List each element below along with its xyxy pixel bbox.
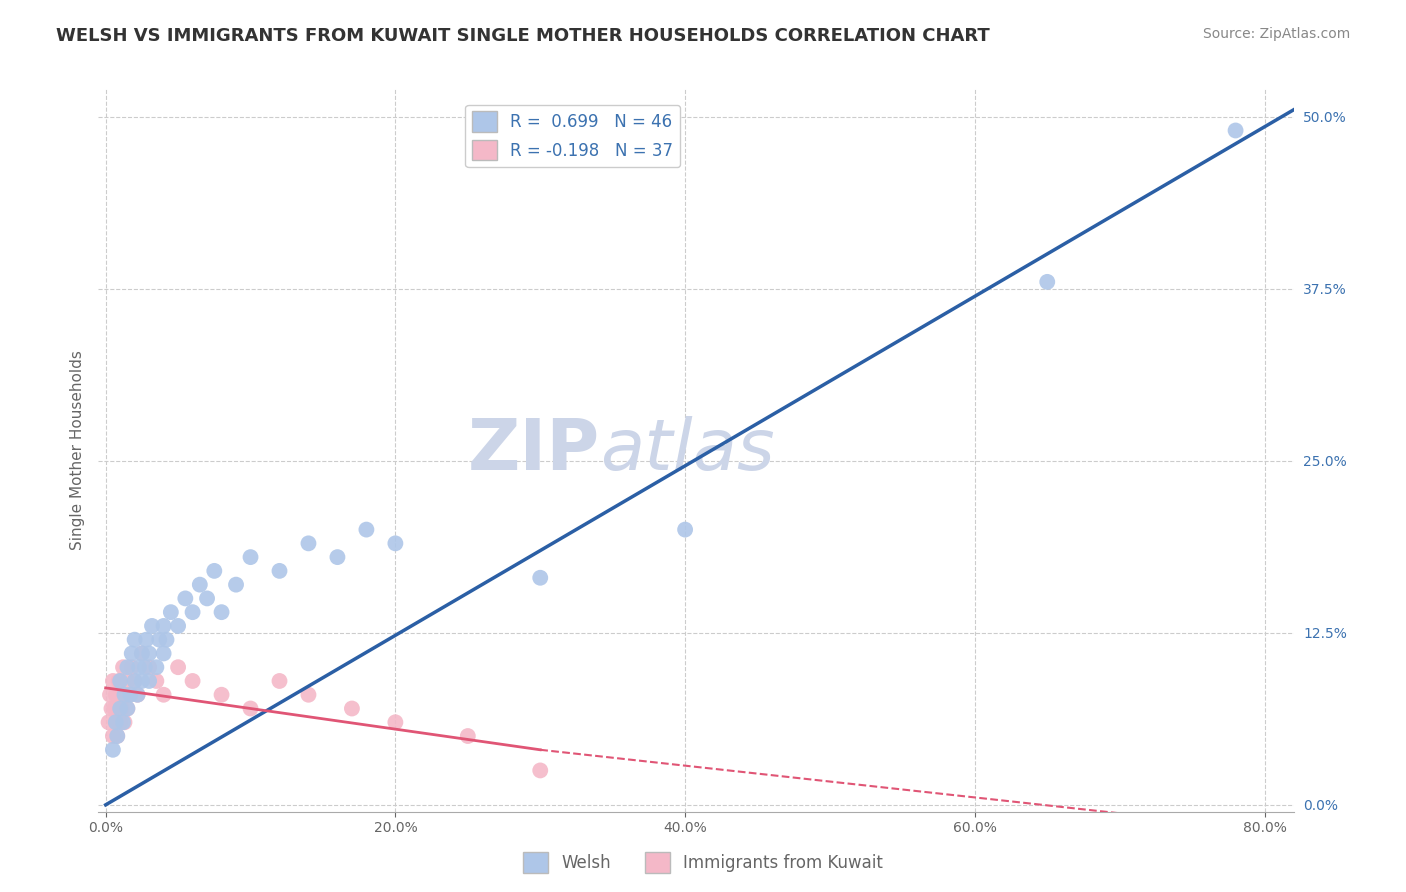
Text: WELSH VS IMMIGRANTS FROM KUWAIT SINGLE MOTHER HOUSEHOLDS CORRELATION CHART: WELSH VS IMMIGRANTS FROM KUWAIT SINGLE M… [56,27,990,45]
Point [152,688,174,702]
Point [145,673,167,688]
Point [121,660,143,674]
Point [105,701,128,715]
Point [108,673,131,688]
Point [155,632,177,647]
Point [117,701,139,715]
Point [105,729,128,743]
Point [529,571,551,585]
Point [145,660,167,674]
Point [297,688,319,702]
Point [160,605,183,619]
Point [118,688,141,702]
Point [121,647,143,661]
Point [98,688,121,702]
Point [101,743,124,757]
Point [97,715,120,730]
Point [104,688,127,702]
Point [115,688,138,702]
Y-axis label: Single Mother Households: Single Mother Households [69,351,84,550]
Point [135,632,157,647]
Point [108,715,131,730]
Point [529,764,551,778]
Point [211,688,233,702]
Point [195,591,218,606]
Point [167,619,190,633]
Point [269,673,291,688]
Legend: Welsh, Immigrants from Kuwait: Welsh, Immigrants from Kuwait [516,846,890,880]
Point [128,660,150,674]
Point [104,715,127,730]
Point [117,660,139,674]
Point [131,647,153,661]
Point [101,673,124,688]
Point [105,729,128,743]
Point [131,647,153,661]
Point [141,619,163,633]
Point [326,550,349,565]
Point [1225,123,1247,137]
Point [148,632,170,647]
Point [117,673,139,688]
Point [117,701,139,715]
Point [138,673,160,688]
Point [384,536,406,550]
Point [384,715,406,730]
Legend: R =  0.699   N = 46, R = -0.198   N = 37: R = 0.699 N = 46, R = -0.198 N = 37 [465,104,681,167]
Point [152,619,174,633]
Point [138,660,160,674]
Text: ZIP: ZIP [468,416,600,485]
Point [110,701,132,715]
Point [673,523,696,537]
Point [103,701,125,715]
Point [340,701,363,715]
Point [457,729,479,743]
Point [124,632,146,647]
Point [297,536,319,550]
Point [127,688,149,702]
Point [356,523,378,537]
Point [112,715,135,730]
Point [120,688,142,702]
Point [239,701,262,715]
Point [138,647,160,661]
Point [181,673,204,688]
Point [152,647,174,661]
Point [124,673,146,688]
Point [104,715,127,730]
Point [1036,275,1059,289]
Point [131,673,153,688]
Point [108,688,131,702]
Text: atlas: atlas [600,416,775,485]
Point [108,701,131,715]
Point [174,591,197,606]
Point [114,715,136,730]
Point [107,673,129,688]
Point [188,577,211,591]
Point [127,688,149,702]
Point [101,729,124,743]
Text: Source: ZipAtlas.com: Source: ZipAtlas.com [1202,27,1350,41]
Point [114,688,136,702]
Point [167,660,190,674]
Point [202,564,225,578]
Point [112,660,135,674]
Point [269,564,291,578]
Point [124,673,146,688]
Point [100,701,122,715]
Point [211,605,233,619]
Point [181,605,204,619]
Point [239,550,262,565]
Point [134,660,156,674]
Point [225,577,247,591]
